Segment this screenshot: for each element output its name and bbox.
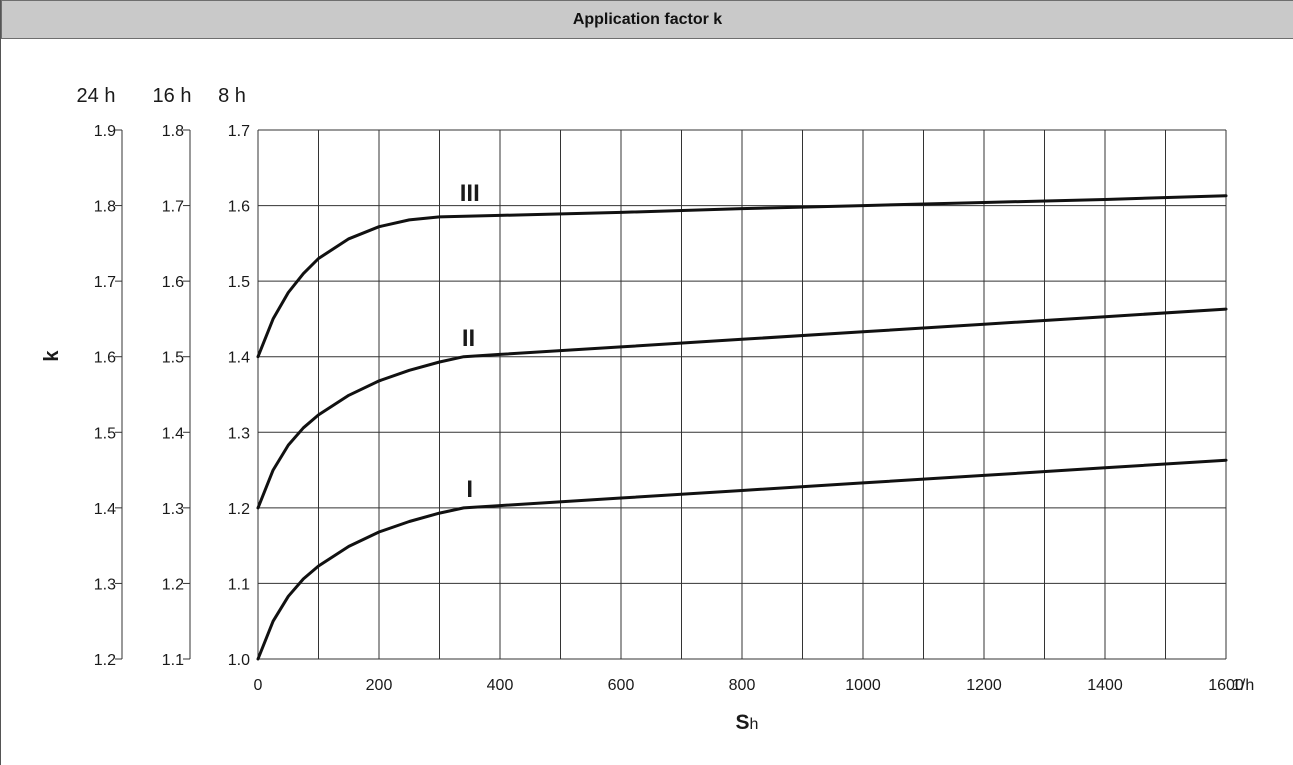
- y-axis-header: 24 h: [77, 85, 116, 107]
- y-tick-label: 1.6: [228, 199, 250, 216]
- y-tick-label: 1.8: [162, 123, 184, 140]
- x-tick-label: 400: [487, 677, 514, 694]
- x-axis-title: Sh: [736, 711, 759, 734]
- y-tick-label: 1.3: [228, 425, 250, 442]
- x-tick-label: 1600: [1208, 677, 1244, 694]
- y-tick-label: 1.5: [228, 274, 250, 291]
- y-tick-label: 1.8: [94, 199, 116, 216]
- y-axis-header: 8 h: [218, 85, 246, 107]
- chart-title: Application factor k: [1, 0, 1293, 39]
- y-tick-label: 1.5: [162, 350, 184, 367]
- x-tick-label: 1200: [966, 677, 1002, 694]
- y-tick-label: 1.2: [228, 501, 250, 518]
- x-tick-label: 1400: [1087, 677, 1123, 694]
- y-tick-label: 1.3: [162, 501, 184, 518]
- x-tick-label: 800: [729, 677, 756, 694]
- y-tick-label: 1.2: [94, 652, 116, 669]
- series-label-ii: II: [462, 325, 475, 352]
- y-tick-label: 1.7: [94, 274, 116, 291]
- y-tick-label: 1.4: [94, 501, 116, 518]
- y-tick-label: 1.9: [94, 123, 116, 140]
- series-label-i: I: [466, 476, 473, 503]
- series-line-i: [256, 458, 1228, 661]
- x-tick-label: 1000: [845, 677, 881, 694]
- x-unit-label: 1/h: [1232, 677, 1254, 694]
- y-tick-label: 1.1: [162, 652, 184, 669]
- series-line-ii: [256, 307, 1228, 510]
- y-tick-label: 1.5: [94, 425, 116, 442]
- y-axis-title: k: [41, 350, 63, 362]
- y-tick-label: 1.6: [94, 350, 116, 367]
- y-tick-label: 1.7: [228, 123, 250, 140]
- y-tick-label: 1.0: [228, 652, 250, 669]
- y-tick-label: 1.2: [162, 576, 184, 593]
- series-label-iii: III: [460, 180, 480, 207]
- y-tick-label: 1.3: [94, 576, 116, 593]
- y-tick-label: 1.4: [162, 425, 184, 442]
- x-tick-label: 0: [254, 677, 263, 694]
- y-tick-label: 1.6: [162, 274, 184, 291]
- y-tick-label: 1.7: [162, 199, 184, 216]
- y-axis-header: 16 h: [153, 85, 192, 107]
- y-tick-label: 1.1: [228, 576, 250, 593]
- x-tick-label: 600: [608, 677, 635, 694]
- y-tick-label: 1.4: [228, 350, 250, 367]
- x-tick-label: 200: [366, 677, 393, 694]
- series-line-iii: [256, 194, 1228, 359]
